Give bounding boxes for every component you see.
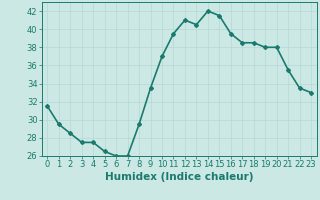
X-axis label: Humidex (Indice chaleur): Humidex (Indice chaleur) bbox=[105, 172, 253, 182]
